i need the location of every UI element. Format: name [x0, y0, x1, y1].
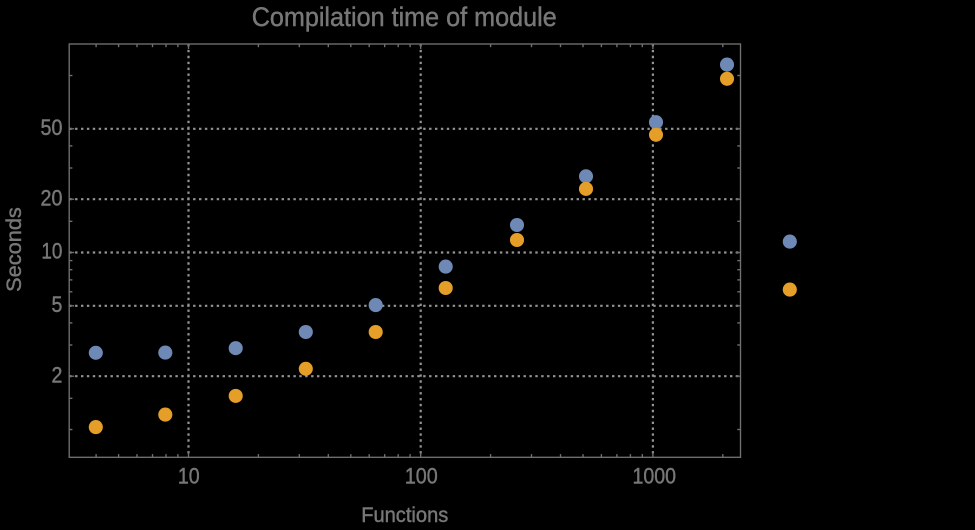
svg-text:1000: 1000: [633, 464, 677, 489]
svg-text:Seconds: Seconds: [1, 207, 26, 292]
svg-text:50: 50: [41, 115, 63, 140]
svg-text:10: 10: [41, 239, 62, 264]
svg-text:5: 5: [52, 292, 63, 317]
svg-text:2: 2: [52, 362, 63, 387]
svg-text:20: 20: [41, 185, 63, 210]
svg-text:10: 10: [178, 464, 200, 489]
svg-text:Functions: Functions: [361, 502, 448, 525]
svg-text:Compilation time of module: Compilation time of module: [252, 2, 557, 32]
svg-text:100: 100: [405, 464, 438, 489]
